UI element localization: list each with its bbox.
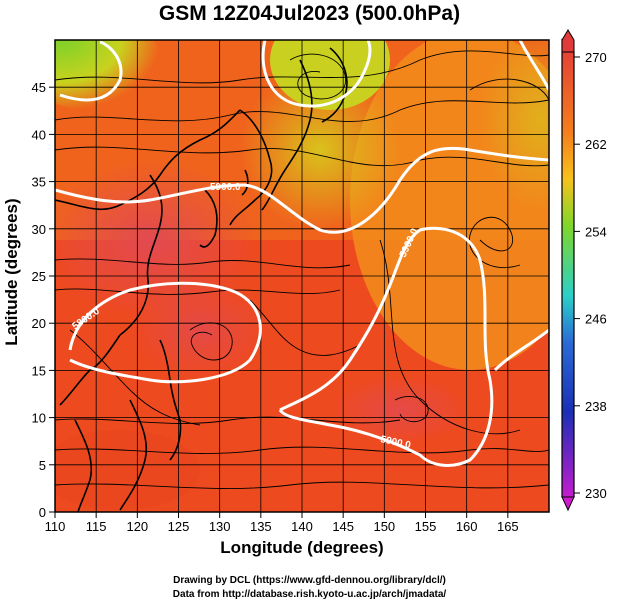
y-axis-ticks: 0 5 10 15 20 25 30 35 40 45 <box>32 80 55 520</box>
y-tick-label: 25 <box>32 269 46 284</box>
colorbar-tick-label: 246 <box>585 312 607 327</box>
y-tick-label: 45 <box>32 80 46 95</box>
y-tick-label: 35 <box>32 175 46 190</box>
x-tick-label: 125 <box>168 519 190 534</box>
x-tick-label: 130 <box>209 519 231 534</box>
contour-line-5900-south <box>278 226 494 467</box>
x-tick-label: 155 <box>415 519 437 534</box>
y-tick-label: 40 <box>32 127 46 142</box>
contour-line-5800-north <box>59 40 123 102</box>
y-tick-label: 5 <box>39 458 46 473</box>
colorbar-tick-label: 270 <box>585 50 607 65</box>
credit-data: Data from http://database.rish.kyoto-u.a… <box>172 589 447 600</box>
map-title: GSM 12Z04Jul2023 (500.0hPa) <box>158 2 461 25</box>
x-axis-ticks: 110 115 120 125 130 135 140 145 150 155 160 165 <box>45 512 519 534</box>
colorbar-tick-label: 230 <box>585 486 607 501</box>
contour-line-east <box>493 328 549 372</box>
credit-drawing: Drawing by DCL (https://www.gfd-dennou.o… <box>173 575 446 586</box>
x-tick-label: 145 <box>332 519 354 534</box>
colorbar: 270 262 254 246 238 230 <box>561 29 607 512</box>
coastlines <box>55 47 348 512</box>
contour-line-east-top <box>518 40 549 91</box>
colorbar-tick-label: 254 <box>585 224 607 239</box>
x-tick-label: 120 <box>126 519 148 534</box>
colorbar-ticks: 270 262 254 246 238 230 <box>574 50 607 501</box>
x-axis-label: Longitude (degrees) <box>220 538 384 557</box>
contour-line-5900-low <box>68 281 262 384</box>
y-tick-label: 20 <box>32 316 46 331</box>
y-tick-label: 10 <box>32 411 46 426</box>
x-tick-label: 140 <box>291 519 313 534</box>
y-tick-label: 30 <box>32 222 46 237</box>
x-tick-label: 160 <box>456 519 478 534</box>
contour-line-5850-north <box>261 40 372 108</box>
y-tick-label: 15 <box>32 363 46 378</box>
contour-label-1: 5900.0 <box>210 182 241 193</box>
contour-line-5900-west <box>55 146 549 234</box>
height-contours <box>55 40 549 467</box>
x-tick-label: 165 <box>497 519 519 534</box>
x-tick-label: 110 <box>45 519 66 534</box>
x-tick-label: 135 <box>250 519 272 534</box>
y-axis-label: Latitude (degrees) <box>2 198 21 346</box>
colorbar-tick-label: 262 <box>585 137 607 152</box>
colorbar-tick-label: 238 <box>585 399 607 414</box>
y-tick-label: 0 <box>39 505 46 520</box>
x-tick-label: 115 <box>86 519 107 534</box>
x-tick-label: 150 <box>373 519 395 534</box>
